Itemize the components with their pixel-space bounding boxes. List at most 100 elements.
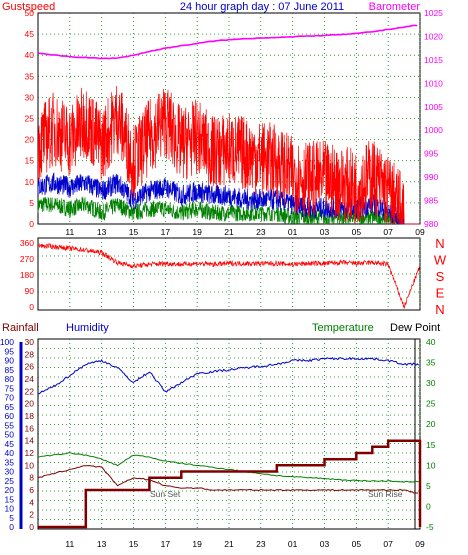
direction-axis-ticks: 0 90 180 270 360 xyxy=(20,238,34,312)
graph-title: 24 hour graph day : 07 June 2011 xyxy=(180,1,344,13)
humidity-pct-tick-label: 60 xyxy=(5,411,15,421)
compass-letter: N xyxy=(435,236,444,251)
temperature-tick-label: 35 xyxy=(426,358,436,368)
barometer-tick-label: 1005 xyxy=(424,102,443,112)
humidity-pct-tick-label: 90 xyxy=(5,356,15,366)
temperature-axis-ticks: -5 0 5 10 15 20 25 30 35 40 xyxy=(414,337,436,532)
direction-tick-label: 180 xyxy=(20,270,34,280)
humidity-pct-tick-label: 95 xyxy=(5,346,15,356)
humidity-pct-tick-label: 5 xyxy=(9,513,14,523)
humidity-pct-tick-label: 50 xyxy=(5,430,15,440)
time-label: 01 xyxy=(288,539,298,549)
wind-series xyxy=(37,24,420,226)
time-label: 07 xyxy=(383,227,393,237)
time-label: 23 xyxy=(256,539,266,549)
temp-grid xyxy=(38,339,421,529)
time-label: 11 xyxy=(65,227,74,237)
barometer-line xyxy=(37,24,418,60)
rainfall-tick-label: 14 xyxy=(25,436,35,446)
rainfall-tick-label: 20 xyxy=(25,399,35,409)
gust-tick-label: 5 xyxy=(29,198,34,208)
direction-line xyxy=(37,243,420,309)
temperature-tick-label: -5 xyxy=(426,522,434,532)
barometer-tick-label: 1015 xyxy=(424,55,443,65)
temperature-label: Temperature xyxy=(312,322,374,334)
time-label: 17 xyxy=(161,539,171,549)
time-label: 07 xyxy=(383,539,393,549)
compass-letter: S xyxy=(436,269,445,284)
humidity-pct-tick-label: 0 xyxy=(9,522,14,532)
gust-tick-label: 30 xyxy=(25,92,35,102)
time-label: 09 xyxy=(415,539,425,549)
rainfall-label: Rainfall xyxy=(2,322,39,334)
rainfall-tick-label: 12 xyxy=(25,448,35,458)
barometer-label: Barometer xyxy=(369,1,421,13)
compass-letter: W xyxy=(434,253,447,268)
humidity-pct-tick-label: 70 xyxy=(5,393,15,403)
time-label: 23 xyxy=(256,227,266,237)
gust-tick-label: 15 xyxy=(25,156,35,166)
humidity-pct-tick-label: 45 xyxy=(5,439,15,449)
time-label: 19 xyxy=(192,539,202,549)
barometer-tick-label: 980 xyxy=(424,219,438,229)
humidity-pct-tick-label: 40 xyxy=(5,448,15,458)
direction-tick-label: 0 xyxy=(29,302,34,312)
humidity-line xyxy=(37,356,420,395)
rainfall-tick-label: 28 xyxy=(25,349,35,359)
rain-axis-ticks: 0510152025303540455055606570758085909510… xyxy=(0,337,23,532)
barometer-tick-label: 1025 xyxy=(424,8,443,18)
temperature-tick-label: 20 xyxy=(426,419,436,429)
rainfall-tick-label: 10 xyxy=(25,460,35,470)
humidity-pct-tick-label: 10 xyxy=(5,504,15,514)
average-line xyxy=(37,196,420,226)
wind-time-labels: 11 13 15 17 19 21 23 01 03 05 07 09 xyxy=(65,227,425,237)
rainfall-tick-label: 22 xyxy=(25,386,35,396)
temperature-tick-label: 5 xyxy=(426,481,431,491)
gustspeed-label: Gustspeed xyxy=(2,1,55,13)
humidity-pct-tick-label: 100 xyxy=(0,337,14,347)
direction-tick-label: 90 xyxy=(25,286,35,296)
gust-tick-label: 20 xyxy=(25,135,35,145)
gust-tick-label: 45 xyxy=(25,29,35,39)
barometer-tick-label: 985 xyxy=(424,196,438,206)
time-label: 15 xyxy=(129,539,139,549)
temperature-tick-label: 15 xyxy=(426,440,436,450)
rainfall-tick-label: 6 xyxy=(29,485,34,495)
time-label: 15 xyxy=(129,227,139,237)
temp-time-labels: 11 13 15 17 19 21 23 01 03 05 07 09 xyxy=(65,539,425,549)
rainfall-tick-label: 18 xyxy=(25,411,35,421)
temperature-tick-label: 0 xyxy=(426,501,431,511)
temp-series xyxy=(37,356,422,529)
compass-letter: N xyxy=(435,302,444,317)
temperature-tick-label: 25 xyxy=(426,399,436,409)
barometer-axis-ticks: 980 985 990 995 1000 1005 1010 1015 1020 1025 xyxy=(424,8,443,229)
humidity-pct-tick-label: 80 xyxy=(5,374,15,384)
barometer-tick-label: 995 xyxy=(424,149,438,159)
humidity-pct-tick-label: 35 xyxy=(5,457,15,467)
sunrise-annotation: Sun Rise xyxy=(368,489,403,499)
wind-line xyxy=(37,172,420,225)
time-label: 05 xyxy=(352,539,362,549)
time-label: 11 xyxy=(65,539,74,549)
rainfall-tick-label: 8 xyxy=(29,473,34,483)
gust-axis-ticks: 0 5 10 15 20 25 30 35 40 45 50 xyxy=(25,8,35,229)
time-label: 01 xyxy=(288,227,298,237)
gust-tick-label: 50 xyxy=(25,8,35,18)
time-label: 09 xyxy=(415,227,425,237)
dewpoint-label: Dew Point xyxy=(390,322,440,334)
gust-tick-label: 40 xyxy=(25,50,35,60)
time-label: 03 xyxy=(320,227,330,237)
direction-tick-label: 270 xyxy=(20,254,34,264)
rainfall-line xyxy=(38,439,422,529)
barometer-tick-label: 1020 xyxy=(424,31,443,41)
rainfall-tick-label: 24 xyxy=(25,374,35,384)
barometer-tick-label: 1010 xyxy=(424,78,443,88)
barometer-tick-label: 1000 xyxy=(424,125,443,135)
humidity-pct-tick-label: 65 xyxy=(5,402,15,412)
rainfall-tick-label: 4 xyxy=(29,497,34,507)
humidity-label: Humidity xyxy=(66,322,109,334)
